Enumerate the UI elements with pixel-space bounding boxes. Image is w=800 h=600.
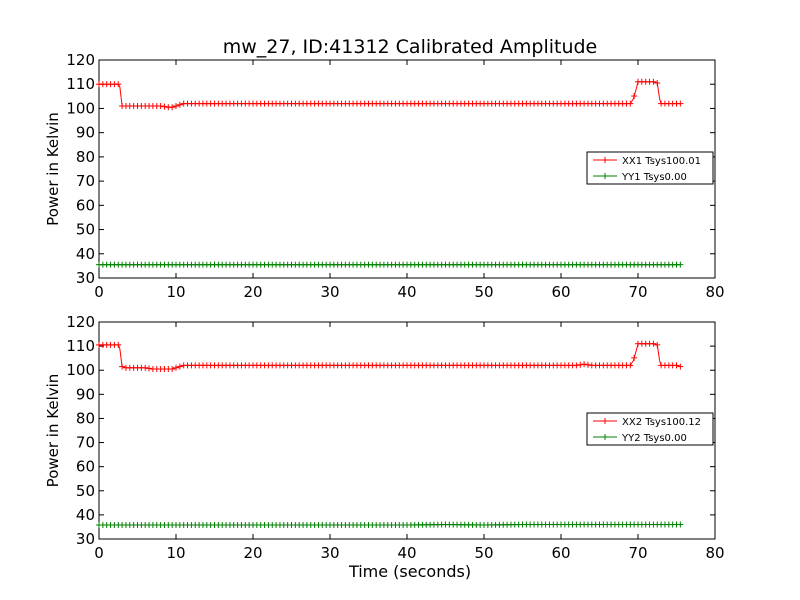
top-y-tick-label: 90 (76, 124, 95, 142)
top-axes: 0 10 20 30 40 50 60 70 80 30 40 50 60 70 80 90 100 110 120… (44, 51, 725, 301)
bottom-x-tick-label: 80 (705, 544, 724, 562)
top-y-tick-label: 120 (66, 51, 95, 69)
top-x-tick-label: 10 (166, 283, 185, 301)
bottom-y-tick-label: 60 (76, 458, 95, 476)
top-legend-box (586, 151, 714, 185)
top-x-tick-label: 30 (320, 283, 339, 301)
top-y-tick-label: 60 (76, 196, 95, 214)
top-x-tick-label: 60 (551, 283, 570, 301)
bottom-legend-box (586, 412, 714, 446)
bottom-y-tick-label: 110 (66, 337, 95, 355)
top-y-tick-label: 100 (66, 99, 95, 117)
top-x-tick-label: 80 (705, 283, 724, 301)
bottom-y-tick-label: 100 (66, 361, 95, 379)
figure-title: mw_27, ID:41312 Calibrated Amplitude (223, 36, 598, 58)
bottom-y-tick-label: 50 (76, 482, 95, 500)
bottom-x-tick-label: 50 (474, 544, 493, 562)
bottom-x-tick-label: 30 (320, 544, 339, 562)
top-y-axis-label: Power in Kelvin (44, 112, 62, 226)
bottom-y-tick-label: 40 (76, 506, 95, 524)
bottom-series-markers-1 (96, 340, 684, 373)
bottom-y-axis-label: Power in Kelvin (44, 374, 62, 488)
top-series-markers-1 (96, 78, 684, 111)
bottom-y-tick-label: 30 (76, 530, 95, 548)
top-legend-label: XX1 Tsys100.01 (622, 156, 701, 167)
bottom-x-tick-label: 20 (243, 544, 262, 562)
bottom-legend-label: XX2 Tsys100.12 (622, 417, 701, 428)
top-x-tick-label: 20 (243, 283, 262, 301)
bottom-x-tick-label: 10 (166, 544, 185, 562)
bottom-legend-label: YY2 Tsys0.00 (621, 433, 687, 444)
bottom-y-tick-label: 90 (76, 385, 95, 403)
bottom-series-markers-2 (96, 521, 684, 529)
bottom-x-tick-label: 0 (94, 544, 104, 562)
x-axis-label: Time (seconds) (348, 562, 471, 581)
bottom-y-tick-label: 80 (76, 409, 95, 427)
top-y-tick-label: 40 (76, 245, 95, 263)
top-legend-label: YY1 Tsys0.00 (621, 172, 687, 183)
top-y-tick-label: 70 (76, 172, 95, 190)
bottom-x-tick-label: 70 (628, 544, 647, 562)
top-series-markers-2 (96, 261, 684, 268)
top-y-tick-label: 110 (66, 75, 95, 93)
bottom-x-tick-label: 60 (551, 544, 570, 562)
bottom-axes: 0 10 20 30 40 50 60 70 80 30 40 50 60 70 80 90 100 110 120… (44, 313, 725, 562)
top-x-tick-label: 50 (474, 283, 493, 301)
top-x-tick-label: 40 (397, 283, 416, 301)
bottom-x-tick-label: 40 (397, 544, 416, 562)
top-y-tick-label: 30 (76, 269, 95, 287)
top-x-tick-label: 0 (94, 283, 104, 301)
bottom-y-tick-label: 70 (76, 434, 95, 452)
top-x-tick-label: 70 (628, 283, 647, 301)
top-y-tick-label: 80 (76, 148, 95, 166)
bottom-y-tick-label: 120 (66, 313, 95, 331)
top-y-tick-label: 50 (76, 221, 95, 239)
